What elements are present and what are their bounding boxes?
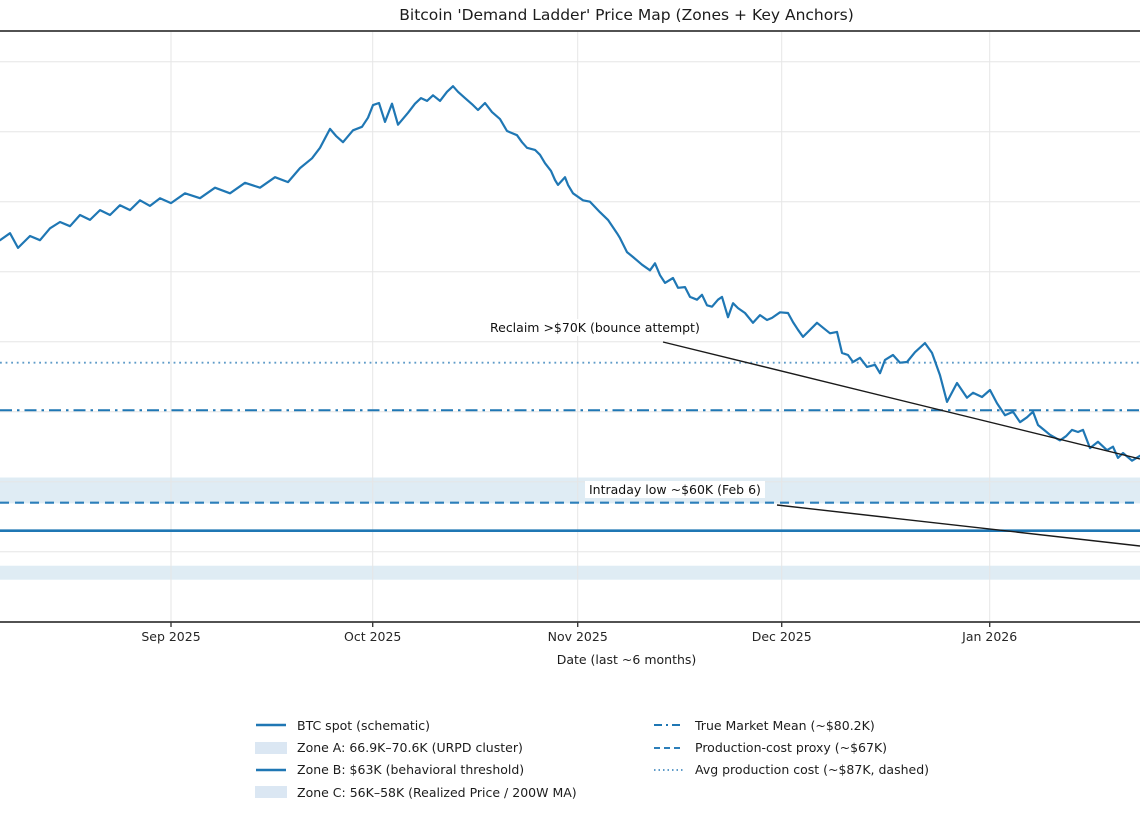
legend-item-label: Zone C: 56K–58K (Realized Price / 200W M…	[297, 784, 577, 800]
legend-swatch-line-dashed	[654, 746, 684, 749]
annotation-intraday-low-60k: Intraday low ~$60K (Feb 6)	[585, 481, 765, 498]
zone-c-band	[0, 565, 1140, 580]
legend-item: Zone C: 56K–58K (Realized Price / 200W M…	[255, 781, 577, 803]
legend-swatch-patch	[255, 741, 287, 754]
legend: BTC spot (schematic) Zone A: 66.9K–70.6K …	[0, 714, 1140, 809]
legend-swatch-line-solid	[256, 723, 286, 727]
legend-item-label: Production-cost proxy (~$67K)	[695, 740, 888, 756]
annotation-reclaim-70k: Reclaim >$70K (bounce attempt)	[486, 319, 704, 336]
legend-swatch-line-dashdot	[654, 724, 684, 727]
legend-item: Avg production cost (~$87K, dashed)	[653, 759, 929, 781]
x-tick-label: Nov 2025	[547, 629, 608, 644]
x-axis-label: Date (last ~6 months)	[556, 652, 697, 667]
legend-item: Zone B: $63K (behavioral threshold)	[255, 759, 577, 781]
x-tick-label: Oct 2025	[343, 629, 402, 644]
annotation-leader-line-2	[776, 504, 1140, 547]
x-tick-label: Jan 2026	[962, 629, 1018, 644]
legend-swatch-patch	[255, 786, 287, 799]
btc-price-line	[0, 85, 1140, 462]
legend-column-right: True Market Mean (~$80.2K) Production-cos…	[653, 714, 929, 781]
x-tick-label: Sep 2025	[141, 629, 201, 644]
legend-item-label: Zone B: $63K (behavioral threshold)	[297, 762, 525, 778]
x-tick-label: Dec 2025	[751, 629, 812, 644]
legend-item: Zone A: 66.9K–70.6K (URPD cluster)	[255, 736, 577, 758]
legend-item-label: Zone A: 66.9K–70.6K (URPD cluster)	[297, 740, 523, 756]
legend-item: True Market Mean (~$80.2K)	[653, 714, 929, 736]
chart-title: Bitcoin 'Demand Ladder' Price Map (Zones…	[399, 6, 854, 24]
legend-item-label: Avg production cost (~$87K, dashed)	[695, 762, 930, 778]
legend-swatch-line-solid	[256, 768, 286, 772]
legend-item-label: BTC spot (schematic)	[297, 717, 430, 733]
annotation-leader-line-1	[662, 341, 1140, 460]
legend-column-left: BTC spot (schematic) Zone A: 66.9K–70.6K …	[255, 714, 577, 804]
legend-item: Production-cost proxy (~$67K)	[653, 736, 929, 758]
legend-item: BTC spot (schematic)	[255, 714, 577, 736]
legend-swatch-line-dotted	[654, 768, 684, 771]
legend-item-label: True Market Mean (~$80.2K)	[695, 717, 875, 733]
